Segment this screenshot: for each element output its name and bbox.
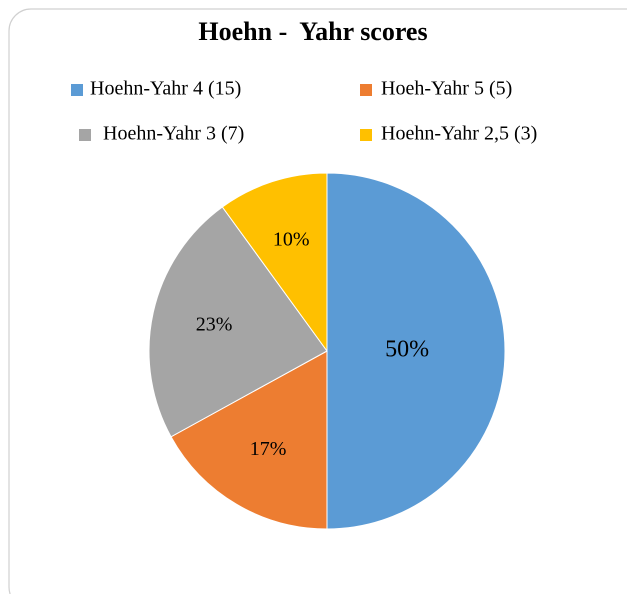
data-label: 17% bbox=[250, 438, 287, 460]
legend-swatch bbox=[360, 129, 372, 141]
data-label: 23% bbox=[196, 313, 233, 335]
legend-swatch bbox=[71, 84, 83, 96]
pie-slice bbox=[148, 206, 328, 438]
chart-title: Hoehn - Yahr scores bbox=[198, 17, 427, 46]
legend-label: Hoeh-Yahr 5 (5) bbox=[381, 78, 512, 100]
legend-swatch bbox=[79, 129, 91, 141]
pie-slice bbox=[326, 172, 506, 530]
pie-slice bbox=[170, 350, 328, 530]
data-label: 50% bbox=[385, 337, 429, 363]
legend-label: Hoehn-Yahr 3 (7) bbox=[103, 123, 244, 145]
legend-swatch bbox=[360, 84, 372, 96]
data-label: 10% bbox=[273, 229, 310, 251]
pie-slice bbox=[221, 172, 328, 353]
legend-label: Hoehn-Yahr 4 (15) bbox=[90, 78, 241, 100]
legend-label: Hoehn-Yahr 2,5 (3) bbox=[381, 123, 537, 145]
